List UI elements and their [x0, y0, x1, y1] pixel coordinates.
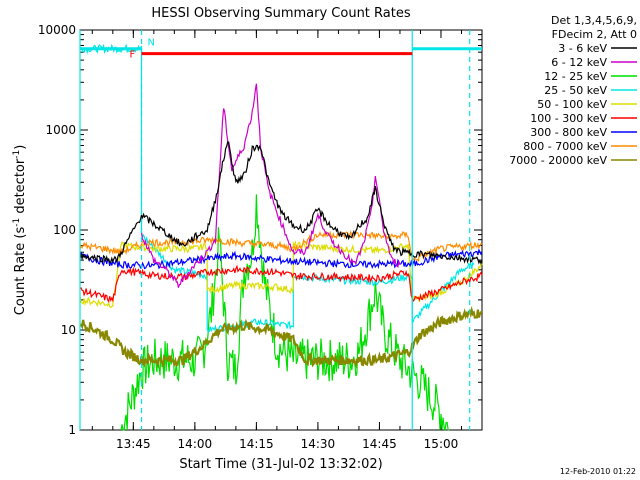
series-line-0	[79, 141, 483, 266]
x-axis-label: Start Time (31-Jul-02 13:32:02)	[179, 457, 382, 472]
marker-layer: NF	[79, 30, 482, 430]
series-line-1	[140, 83, 401, 288]
legend-label-7: 800 - 7000 keV	[523, 140, 607, 153]
legend-label-8: 7000 - 20000 keV	[509, 154, 607, 167]
legend: Det 1,3,4,5,6,9, FDecim 2, Att 0 3 - 6 k…	[509, 14, 637, 167]
series-line-7	[79, 229, 483, 262]
series-line-8	[79, 305, 483, 369]
chart-title: HESSI Observing Summary Count Rates	[151, 6, 410, 21]
y-tick-label: 10	[61, 323, 76, 337]
x-tick-label: 13:45	[116, 437, 151, 451]
x-tick-label: 14:15	[239, 437, 274, 451]
y-tick-label: 100	[53, 223, 76, 237]
x-tick-label: 15:00	[424, 437, 459, 451]
attenuator-marker-label: F	[130, 50, 136, 61]
legend-label-5: 100 - 300 keV	[530, 112, 607, 125]
legend-header-line-1: Det 1,3,4,5,6,9,	[551, 14, 637, 27]
legend-label-6: 300 - 800 keV	[530, 126, 607, 139]
series-line-3	[79, 43, 475, 333]
footer-date: 12-Feb-2010 01:22	[560, 467, 636, 476]
night-marker-label: N	[148, 38, 155, 49]
series-line-5	[79, 264, 483, 303]
x-tick-label: 14:00	[178, 437, 213, 451]
y-tick-label: 1000	[45, 123, 76, 137]
legend-label-1: 6 - 12 keV	[551, 56, 607, 69]
y-axis-label: Count Rate (s-1 detector-1)	[12, 145, 28, 316]
legend-header-line-2: FDecim 2, Att 0	[552, 28, 637, 41]
ticks-layer: 1 10 100 1000 10000 13:45 14:00 14:15 14:30 14:45…	[38, 23, 483, 451]
legend-label-4: 50 - 100 keV	[537, 98, 607, 111]
series-layer	[79, 43, 483, 431]
x-tick-label: 14:45	[362, 437, 397, 451]
legend-label-2: 12 - 25 keV	[544, 70, 607, 83]
y-tick-label: 10000	[38, 23, 76, 37]
y-tick-label: 1	[68, 423, 76, 437]
series-line-2	[120, 194, 450, 431]
legend-label-0: 3 - 6 keV	[558, 42, 607, 55]
legend-label-3: 25 - 50 keV	[544, 84, 607, 97]
x-tick-label: 14:30	[301, 437, 336, 451]
series-line-6	[79, 247, 483, 270]
